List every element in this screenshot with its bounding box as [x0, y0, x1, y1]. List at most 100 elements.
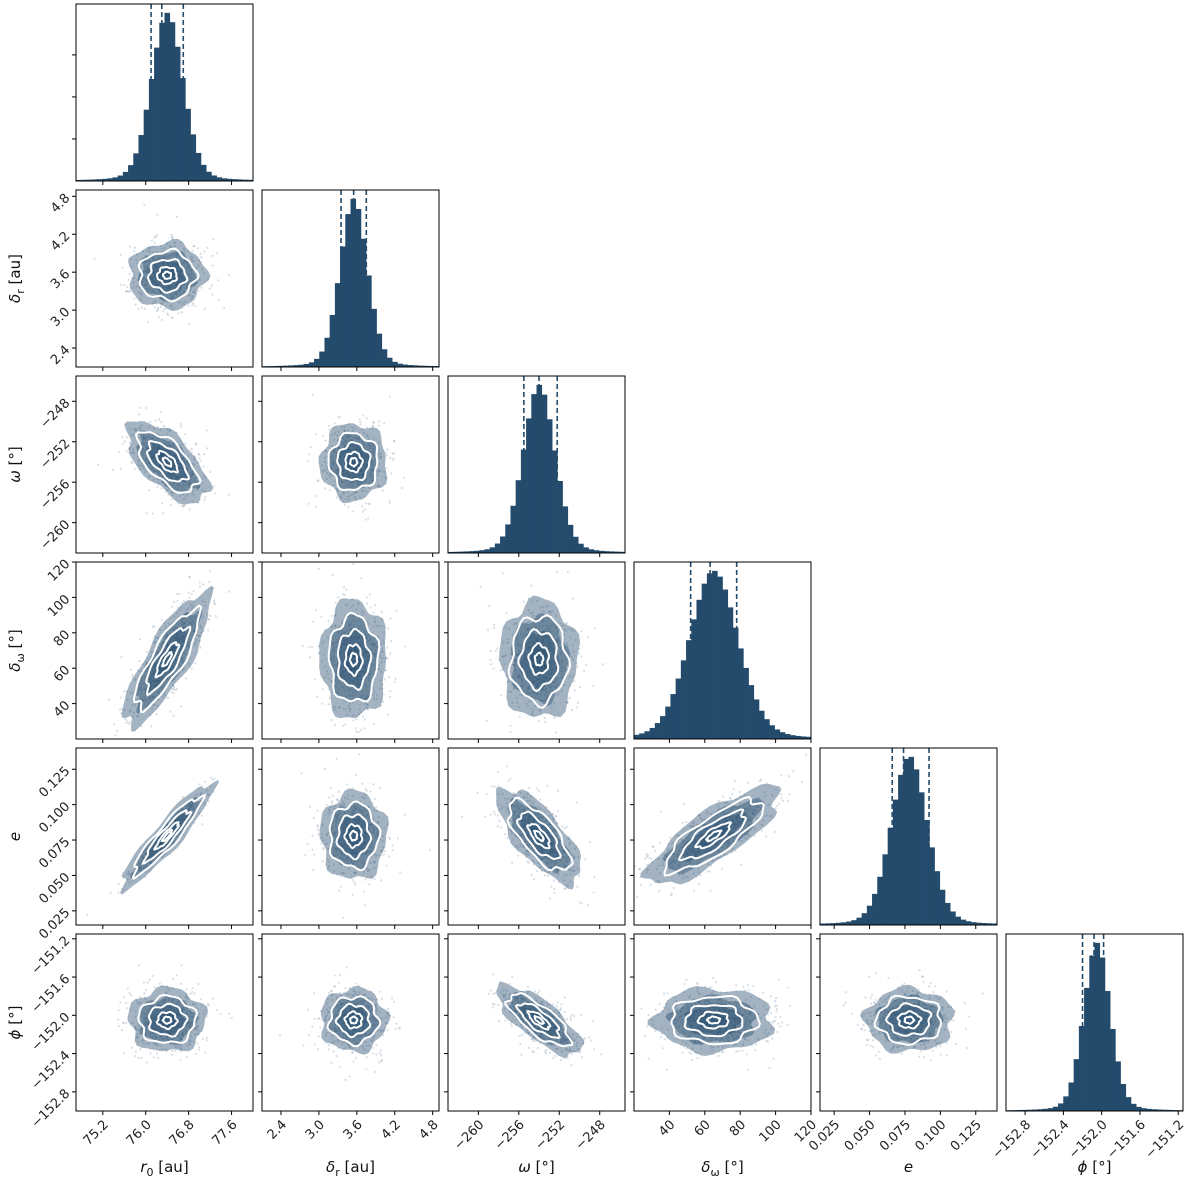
sample-point: [340, 426, 344, 429]
hist-bar: [397, 363, 403, 367]
sample-point: [158, 464, 161, 467]
sample-point: [175, 627, 179, 630]
sample-point: [133, 277, 136, 280]
sample-point: [354, 496, 357, 499]
sample-point: [182, 469, 185, 472]
sample-point: [171, 605, 174, 608]
sample-point: [123, 440, 126, 443]
sample-point: [163, 247, 167, 250]
panel-frame: [75, 375, 254, 554]
sample-point: [147, 475, 151, 478]
sample-point: [165, 450, 169, 453]
sample-point: [129, 451, 133, 454]
sample-point: [168, 474, 171, 478]
sample-point: [144, 437, 148, 440]
sample-point: [190, 272, 193, 275]
sample-point: [187, 616, 191, 619]
sample-point: [157, 257, 161, 260]
sample-point: [205, 429, 208, 432]
sample-point: [158, 457, 161, 461]
sample-point: [143, 468, 146, 471]
hist-bar: [851, 920, 857, 925]
sample-point: [150, 281, 154, 284]
sample-point: [370, 467, 373, 470]
sample-point: [357, 464, 361, 467]
sample-point: [183, 635, 186, 638]
sample-point: [320, 615, 323, 618]
sample-point: [139, 428, 142, 431]
sample-point: [133, 703, 136, 706]
sample-point: [166, 262, 170, 265]
sample-point: [352, 461, 356, 464]
sample-point: [365, 596, 368, 599]
sample-point: [134, 303, 137, 306]
sample-point: [176, 639, 179, 642]
sample-point: [181, 659, 184, 662]
hist-bar: [748, 685, 755, 739]
sample-point: [331, 574, 334, 577]
sample-point: [168, 285, 171, 288]
sample-point: [156, 485, 159, 489]
sample-point: [129, 258, 133, 261]
sample-point: [136, 262, 139, 265]
sample-point: [364, 479, 367, 482]
sample-point: [138, 426, 141, 430]
sample-point: [363, 465, 366, 468]
sample-point: [162, 667, 165, 670]
sample-point: [366, 434, 369, 437]
sample-point: [147, 248, 151, 251]
sample-point: [370, 468, 374, 471]
sample-point: [339, 456, 342, 459]
sample-point: [174, 487, 177, 490]
sample-point: [170, 316, 173, 319]
sample-point: [331, 457, 334, 460]
sample-point: [153, 665, 157, 668]
sample-point: [136, 278, 140, 281]
density-level: [147, 259, 186, 293]
sample-point: [147, 246, 150, 250]
sample-point: [489, 658, 492, 661]
sample-point: [166, 243, 169, 246]
sample-point: [333, 723, 337, 727]
sample-point: [307, 459, 310, 463]
sample-point: [202, 583, 205, 586]
sample-point: [174, 659, 177, 663]
sample-point: [175, 431, 179, 434]
sample-point: [354, 498, 357, 502]
sample-point: [310, 645, 313, 648]
sample-point: [372, 722, 375, 726]
sample-point: [348, 449, 351, 452]
sample-point: [142, 436, 146, 439]
hist-bar: [107, 178, 113, 181]
sample-point: [180, 240, 183, 244]
sample-point: [182, 302, 185, 306]
sample-point: [141, 424, 144, 427]
sample-point: [191, 492, 194, 495]
sample-point: [372, 783, 375, 786]
sample-point: [190, 604, 193, 608]
sample-point: [167, 696, 170, 699]
sample-point: [352, 461, 355, 464]
hist-bar: [887, 827, 894, 925]
sample-point: [358, 418, 361, 421]
sample-point: [211, 586, 214, 589]
sample-point: [180, 645, 183, 648]
sample-point: [201, 489, 204, 492]
sample-point: [168, 286, 171, 290]
sample-point: [174, 688, 177, 691]
sample-point: [178, 465, 181, 469]
sample-point: [392, 439, 396, 442]
sample-point: [211, 254, 214, 257]
sample-point: [328, 428, 331, 431]
sample-point: [153, 447, 156, 450]
sample-point: [177, 271, 180, 275]
sample-point: [189, 279, 192, 282]
sample-point: [153, 458, 156, 461]
hist-bar: [732, 627, 739, 739]
sample-point: [157, 698, 160, 702]
hist-bar: [1110, 1028, 1116, 1111]
sample-point: [137, 715, 140, 718]
sample-point: [357, 449, 360, 452]
sample-point: [172, 263, 175, 267]
hist-bar: [526, 418, 532, 553]
